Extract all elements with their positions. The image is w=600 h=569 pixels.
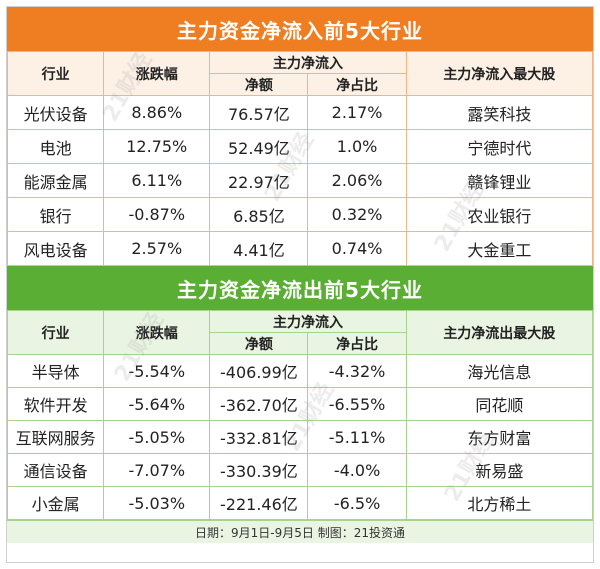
top-stock-cell: 宁德时代	[405, 129, 594, 164]
col-change: 涨跌幅	[103, 51, 211, 96]
change-cell: -5.64%	[103, 387, 211, 421]
industry-cell: 能源金属	[6, 163, 105, 198]
change-cell: -0.87%	[103, 197, 211, 232]
inflow-table: 行业 涨跌幅 主力净流入 主力净流入最大股 净额 净占比 光伏设备 8.86% 76…	[6, 51, 594, 266]
change-cell: 2.57%	[103, 231, 211, 266]
change-cell: 12.75%	[103, 129, 211, 164]
inflow-title: 主力资金净流入前5大行业	[7, 7, 593, 51]
table-row: 光伏设备 8.86% 76.57亿 2.17% 露笑科技	[6, 95, 594, 130]
col-ratio: 净占比	[307, 332, 407, 355]
net-ratio-cell: -4.32%	[307, 354, 407, 388]
col-industry: 行业	[6, 310, 105, 355]
net-ratio-cell: 0.32%	[307, 197, 407, 232]
net-ratio-cell: -6.55%	[307, 387, 407, 421]
footer-source: 日期：9月1日-9月5日 制图：21投资通	[7, 520, 593, 543]
industry-cell: 风电设备	[6, 231, 105, 266]
industry-cell: 软件开发	[6, 387, 105, 421]
net-ratio-cell: 1.0%	[307, 129, 407, 164]
top-stock-cell: 大金重工	[405, 231, 594, 266]
change-cell: -5.54%	[103, 354, 211, 388]
net-amount-cell: 4.41亿	[209, 231, 309, 266]
industry-cell: 电池	[6, 129, 105, 164]
net-amount-cell: 52.49亿	[209, 129, 309, 164]
col-ratio: 净占比	[307, 73, 407, 96]
industry-cell: 半导体	[6, 354, 105, 388]
top-stock-cell: 同花顺	[405, 387, 594, 421]
table-row: 银行 -0.87% 6.85亿 0.32% 农业银行	[6, 197, 594, 232]
change-cell: 6.11%	[103, 163, 211, 198]
net-amount-cell: -221.46亿	[209, 486, 309, 520]
net-ratio-cell: 2.17%	[307, 95, 407, 130]
table-row: 能源金属 6.11% 22.97亿 2.06% 赣锋锂业	[6, 163, 594, 198]
industry-cell: 光伏设备	[6, 95, 105, 130]
net-ratio-cell: -5.11%	[307, 420, 407, 454]
net-amount-cell: 76.57亿	[209, 95, 309, 130]
change-cell: -7.07%	[103, 453, 211, 487]
top-stock-cell: 东方财富	[405, 420, 594, 454]
col-group-main-inflow: 主力净流入	[209, 310, 407, 333]
table-row: 互联网服务 -5.05% -332.81亿 -5.11% 东方财富	[6, 420, 594, 454]
table-row: 小金属 -5.03% -221.46亿 -6.5% 北方稀土	[6, 486, 594, 520]
col-net: 净额	[209, 332, 309, 355]
net-ratio-cell: 2.06%	[307, 163, 407, 198]
top-stock-cell: 海光信息	[405, 354, 594, 388]
net-ratio-cell: -6.5%	[307, 486, 407, 520]
table-row: 通信设备 -7.07% -330.39亿 -4.0% 新易盛	[6, 453, 594, 487]
table-row: 风电设备 2.57% 4.41亿 0.74% 大金重工	[6, 231, 594, 266]
outflow-table: 行业 涨跌幅 主力净流入 主力净流出最大股 净额 净占比 半导体 -5.54% -4…	[6, 310, 594, 520]
table-row: 半导体 -5.54% -406.99亿 -4.32% 海光信息	[6, 354, 594, 388]
top-stock-cell: 新易盛	[405, 453, 594, 487]
net-ratio-cell: 0.74%	[307, 231, 407, 266]
industry-cell: 通信设备	[6, 453, 105, 487]
industry-cell: 互联网服务	[6, 420, 105, 454]
industry-cell: 银行	[6, 197, 105, 232]
top-stock-cell: 露笑科技	[405, 95, 594, 130]
col-industry: 行业	[6, 51, 105, 96]
table-row: 软件开发 -5.64% -362.70亿 -6.55% 同花顺	[6, 387, 594, 421]
col-group-main-inflow: 主力净流入	[209, 51, 407, 74]
table-row: 电池 12.75% 52.49亿 1.0% 宁德时代	[6, 129, 594, 164]
fund-flow-card: 主力资金净流入前5大行业 行业 涨跌幅 主力净流入 主力净流入最大股 净额 净占…	[6, 6, 594, 563]
net-amount-cell: 22.97亿	[209, 163, 309, 198]
col-net: 净额	[209, 73, 309, 96]
change-cell: -5.03%	[103, 486, 211, 520]
change-cell: -5.05%	[103, 420, 211, 454]
top-stock-cell: 赣锋锂业	[405, 163, 594, 198]
net-amount-cell: -330.39亿	[209, 453, 309, 487]
net-ratio-cell: -4.0%	[307, 453, 407, 487]
change-cell: 8.86%	[103, 95, 211, 130]
net-amount-cell: 6.85亿	[209, 197, 309, 232]
net-amount-cell: -406.99亿	[209, 354, 309, 388]
top-stock-cell: 农业银行	[405, 197, 594, 232]
top-stock-cell: 北方稀土	[405, 486, 594, 520]
col-top-stock: 主力净流入最大股	[405, 51, 594, 96]
outflow-title: 主力资金净流出前5大行业	[7, 266, 593, 310]
industry-cell: 小金属	[6, 486, 105, 520]
col-change: 涨跌幅	[103, 310, 211, 355]
net-amount-cell: -332.81亿	[209, 420, 309, 454]
col-top-stock: 主力净流出最大股	[405, 310, 594, 355]
net-amount-cell: -362.70亿	[209, 387, 309, 421]
